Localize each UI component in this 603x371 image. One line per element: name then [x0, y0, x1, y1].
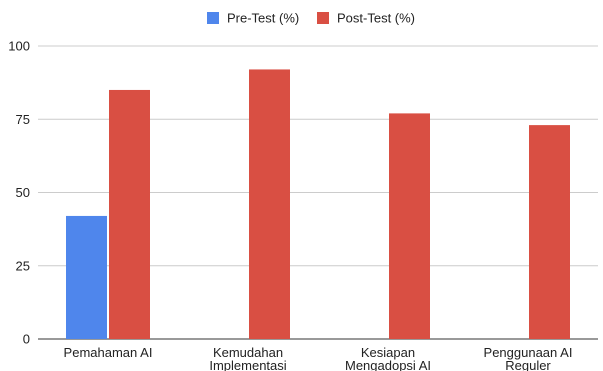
- y-axis-ticks: 0 25 50 75 100: [8, 39, 30, 347]
- x-category-label-1-1: Implementasi: [209, 358, 286, 371]
- bar-pre-0: [66, 215, 107, 339]
- bar-post-1: [249, 69, 290, 339]
- bar-post-3: [529, 125, 570, 339]
- x-category-label-3-1: Reguler: [505, 358, 551, 371]
- y-tick-label-100: 100: [8, 39, 30, 54]
- x-category-label-0-0: Pemahaman AI: [64, 345, 153, 360]
- legend-swatch-1: [317, 12, 329, 24]
- legend: Pre-Test (%) Post-Test (%): [207, 11, 415, 26]
- x-category-label-2-0: Kesiapan: [361, 345, 415, 360]
- legend-swatch-0: [207, 12, 219, 24]
- legend-label-0: Pre-Test (%): [227, 11, 299, 26]
- bars: [66, 69, 570, 339]
- bar-post-2: [389, 113, 430, 339]
- y-tick-label-0: 0: [23, 332, 30, 347]
- x-category-label-1-0: Kemudahan: [213, 345, 283, 360]
- y-tick-label-25: 25: [16, 258, 30, 273]
- bar-post-0: [109, 89, 150, 339]
- y-tick-label-75: 75: [16, 112, 30, 127]
- x-category-label-2-1: Mengadopsi AI: [345, 358, 431, 371]
- x-category-label-3-0: Penggunaan AI: [484, 345, 573, 360]
- y-tick-label-50: 50: [16, 185, 30, 200]
- legend-label-1: Post-Test (%): [337, 11, 415, 26]
